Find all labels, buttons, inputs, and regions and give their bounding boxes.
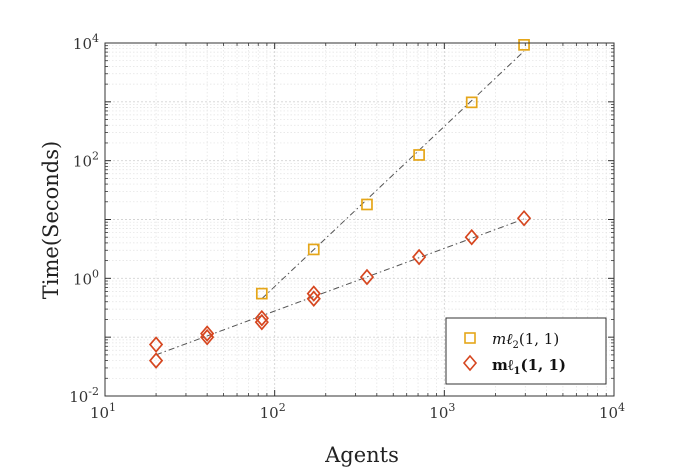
fit-lines: [155, 50, 525, 356]
data-point-diamond: [254, 309, 269, 327]
legend-box: [445, 317, 607, 385]
y-tick-label: 10-2: [69, 385, 99, 406]
y-tick-label: 100: [73, 267, 99, 288]
fit-line-series-0: [261, 50, 525, 300]
x-tick-label: 104: [599, 401, 625, 422]
data-point-diamond: [516, 209, 532, 227]
x-tick-labels: 101 102 103 104: [90, 401, 625, 422]
x-axis-label: Agents: [324, 443, 399, 467]
data-point-diamond: [411, 248, 427, 266]
data-point-square: [255, 287, 268, 300]
fit-line-series-1: [155, 218, 525, 356]
legend-marker-square: [464, 332, 476, 344]
y-tick-labels: 10-2 100 102 104: [69, 32, 99, 406]
data-point-diamond: [359, 268, 375, 286]
x-tick-label: 102: [260, 401, 286, 422]
legend-marker-diamond: [462, 354, 478, 372]
data-point-square: [518, 39, 530, 51]
data-markers: [148, 39, 532, 369]
x-tick-label: 101: [90, 401, 116, 422]
data-point-square: [413, 149, 425, 161]
y-tick-label: 102: [73, 150, 99, 171]
x-tick-label: 103: [429, 401, 455, 422]
y-tick-label: 104: [73, 32, 99, 53]
data-point-diamond: [464, 228, 479, 246]
legend-entry-ml2: mℓ2(1, 1): [492, 330, 559, 351]
data-point-square: [361, 198, 373, 211]
y-axis-label: Time(Seconds): [39, 141, 63, 299]
legend: mℓ2(1, 1) mℓ1(1, 1): [445, 317, 607, 385]
data-point-diamond: [200, 325, 215, 342]
data-point-diamond: [148, 352, 164, 369]
data-point-diamond: [306, 285, 321, 302]
data-point-square: [465, 96, 478, 109]
legend-entry-ml1: mℓ1(1, 1): [492, 356, 566, 377]
data-point-diamond: [148, 336, 164, 353]
axis-ticks: [104, 42, 615, 397]
data-point-square: [307, 243, 320, 256]
